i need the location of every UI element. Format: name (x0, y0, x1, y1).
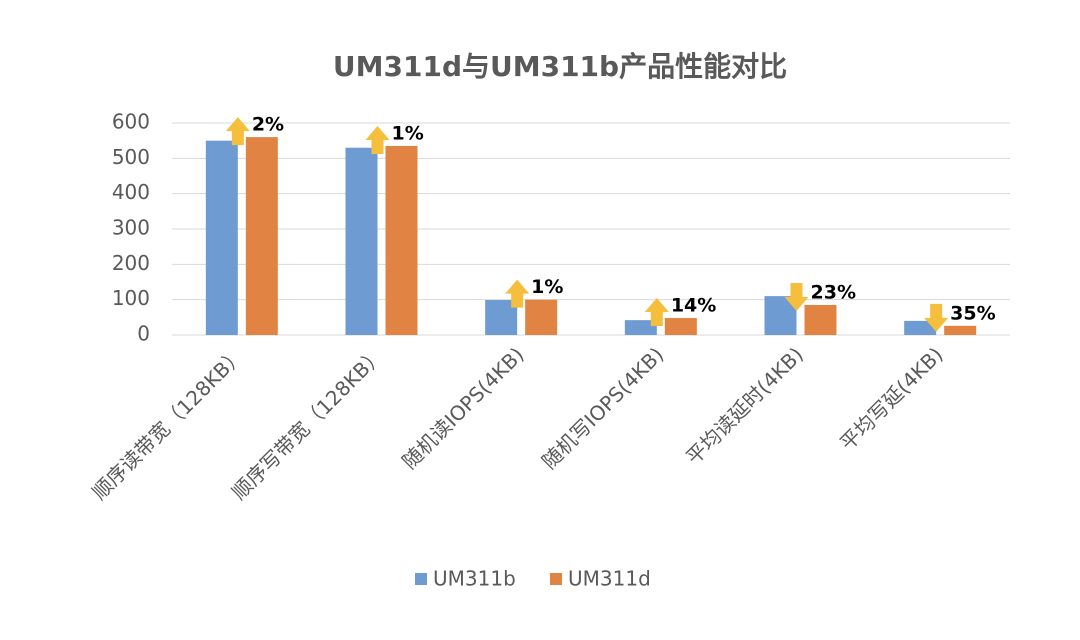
x-tick-label: 顺序读带宽（128KB） (87, 342, 249, 504)
arrow (365, 125, 390, 154)
bar (345, 147, 378, 335)
x-tick-label: 平均写延(4KB) (835, 342, 948, 455)
legend-swatch (550, 573, 562, 585)
bar (804, 304, 837, 335)
bar (245, 137, 278, 335)
bar (904, 320, 937, 335)
y-tick-label: 200 (112, 251, 150, 275)
y-tick-label: 0 (137, 322, 150, 346)
bar (624, 320, 657, 335)
annotation-label: 2% (252, 114, 284, 136)
y-tick-label: 400 (112, 180, 150, 204)
annotation-label: 35% (950, 302, 995, 324)
bar (664, 318, 697, 335)
bar (525, 299, 558, 335)
annotation-label: 23% (811, 281, 856, 303)
arrow (644, 298, 669, 327)
x-tick-label: 随机读IOPS(4KB) (397, 342, 528, 473)
arrow (924, 303, 949, 332)
x-tick-label: 顺序写带宽（128KB） (227, 342, 389, 504)
legend-label: UM311b (433, 567, 516, 591)
x-tick-label: 平均读延时(4KB) (681, 342, 808, 469)
bar (205, 140, 238, 335)
arrow (505, 279, 530, 308)
annotation-label: 1% (531, 276, 563, 298)
y-tick-label: 300 (112, 216, 150, 240)
y-tick-label: 500 (112, 145, 150, 169)
legend-swatch (415, 573, 427, 585)
arrow (225, 117, 250, 146)
arrow (784, 282, 809, 311)
chart-title: UM311d与UM311b产品性能对比 (333, 50, 787, 83)
y-tick-label: 100 (112, 286, 150, 310)
annotation-label: 1% (392, 122, 424, 144)
bar (944, 325, 977, 335)
x-tick-label: 随机写IOPS(4KB) (537, 342, 668, 473)
annotation-label: 14% (671, 295, 716, 317)
bar (385, 145, 418, 335)
legend-label: UM311d (568, 567, 651, 591)
y-tick-label: 600 (112, 110, 150, 134)
